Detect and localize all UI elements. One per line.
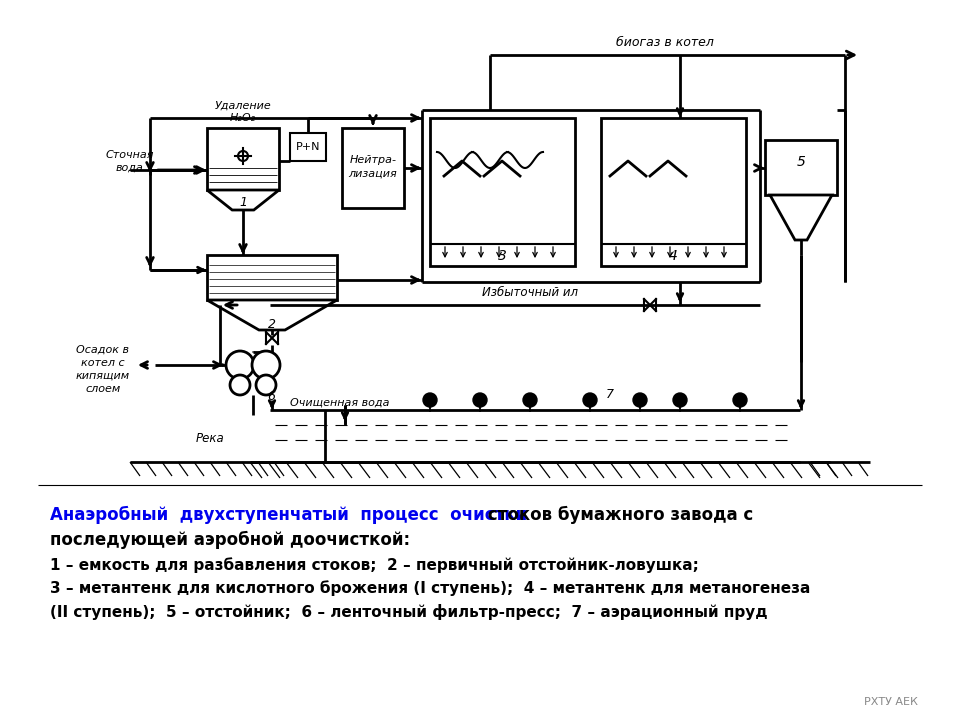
Text: 7: 7 xyxy=(606,389,614,402)
Polygon shape xyxy=(207,190,279,210)
Text: Удаление: Удаление xyxy=(215,101,272,111)
Bar xyxy=(207,128,279,190)
Text: Сточная: Сточная xyxy=(106,150,155,160)
Text: последующей аэробной доочисткой:: последующей аэробной доочисткой: xyxy=(50,531,410,549)
Text: лизация: лизация xyxy=(348,169,397,179)
Text: P+N: P+N xyxy=(296,142,321,152)
Text: 4: 4 xyxy=(669,249,678,263)
Circle shape xyxy=(633,393,647,407)
Text: 1 – емкость для разбавления стоков;  2 – первичный отстойник-ловушка;: 1 – емкость для разбавления стоков; 2 – … xyxy=(50,557,699,573)
Text: 6: 6 xyxy=(267,390,275,403)
Text: 3: 3 xyxy=(498,249,507,263)
Circle shape xyxy=(226,351,254,379)
Text: Избыточный ил: Избыточный ил xyxy=(482,287,578,300)
Text: Река: Река xyxy=(196,431,225,444)
Text: Нейтра-: Нейтра- xyxy=(349,155,396,165)
Circle shape xyxy=(583,393,597,407)
Text: кипящим: кипящим xyxy=(76,371,130,381)
Text: стоков бумажного завода с: стоков бумажного завода с xyxy=(482,506,754,524)
Text: вода: вода xyxy=(116,163,144,173)
Circle shape xyxy=(423,393,437,407)
Bar xyxy=(290,133,326,161)
Circle shape xyxy=(473,393,487,407)
Text: H₂O₂: H₂O₂ xyxy=(230,113,256,123)
Text: 5: 5 xyxy=(797,155,805,169)
Bar xyxy=(342,128,404,208)
Polygon shape xyxy=(207,300,337,330)
Bar xyxy=(207,255,337,300)
Circle shape xyxy=(256,375,276,395)
Polygon shape xyxy=(770,195,832,240)
Text: Осадок в: Осадок в xyxy=(77,345,130,355)
Bar xyxy=(765,140,837,195)
Circle shape xyxy=(733,393,747,407)
Text: Анаэробный  двухступенчатый  процесс  очистки: Анаэробный двухступенчатый процесс очист… xyxy=(50,506,527,524)
Text: 3 – метантенк для кислотного брожения (I ступень);  4 – метантенк для метаногене: 3 – метантенк для кислотного брожения (I… xyxy=(50,580,810,596)
Text: биогаз в котел: биогаз в котел xyxy=(616,37,714,50)
Text: 1: 1 xyxy=(239,197,247,210)
Circle shape xyxy=(673,393,687,407)
Text: (II ступень);  5 – отстойник;  6 – ленточный фильтр-пресс;  7 – аэрационный пруд: (II ступень); 5 – отстойник; 6 – ленточн… xyxy=(50,604,768,620)
Bar xyxy=(430,118,575,266)
Text: котел с: котел с xyxy=(82,358,125,368)
Circle shape xyxy=(523,393,537,407)
Circle shape xyxy=(230,375,250,395)
Bar xyxy=(601,118,746,266)
Circle shape xyxy=(252,351,280,379)
Text: 2: 2 xyxy=(268,318,276,331)
Text: РХТУ АЕК: РХТУ АЕК xyxy=(864,697,918,707)
Text: слоем: слоем xyxy=(85,384,121,394)
Text: Очищенная вода: Очищенная вода xyxy=(290,398,390,408)
